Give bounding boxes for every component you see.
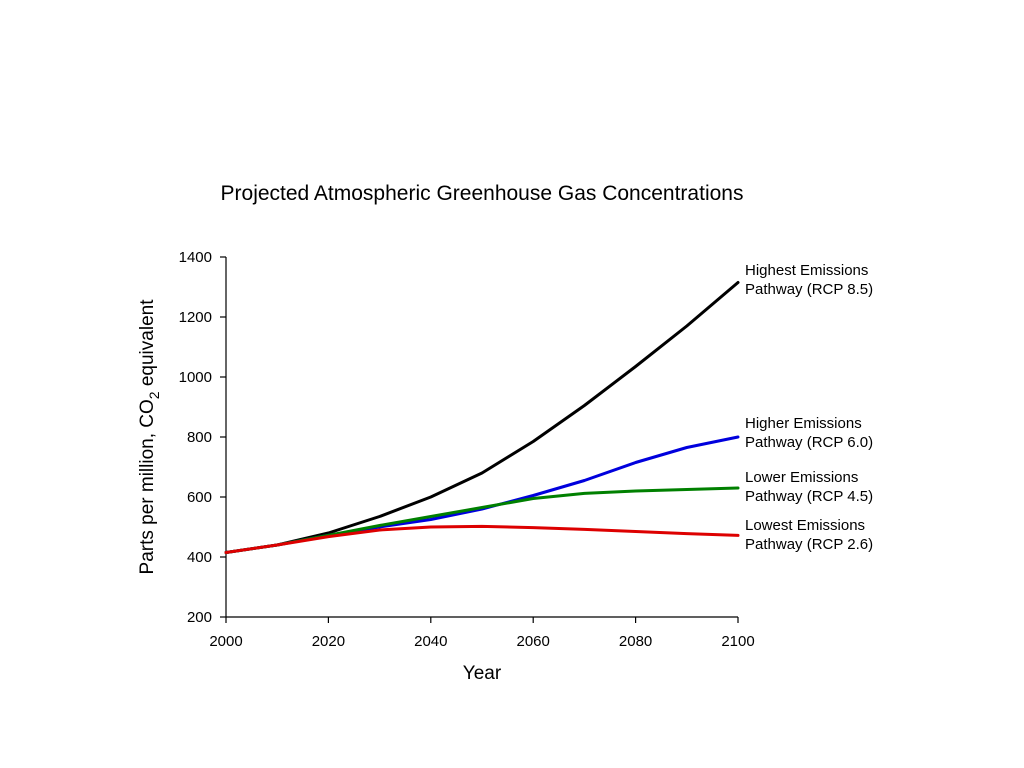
series-line xyxy=(224,435,740,554)
series-label: Highest Emissions xyxy=(745,262,868,279)
x-tick-label: 2100 xyxy=(721,633,754,650)
x-tick-label: 2020 xyxy=(312,633,345,650)
series-label: Higher Emissions xyxy=(745,415,862,432)
x-axis-label: Year xyxy=(463,663,502,684)
series-lines xyxy=(224,281,740,554)
y-tick-label: 1400 xyxy=(179,249,212,266)
series-line xyxy=(224,486,740,554)
x-tick-label: 2040 xyxy=(414,633,447,650)
y-tick-label: 1000 xyxy=(179,369,212,386)
series-label: Pathway (RCP 2.6) xyxy=(745,536,873,553)
series-label: Pathway (RCP 8.5) xyxy=(745,281,873,298)
y-tick-label: 600 xyxy=(187,489,212,506)
y-tick-label: 1200 xyxy=(179,309,212,326)
y-tick-label: 200 xyxy=(187,609,212,626)
series-label: Lower Emissions xyxy=(745,469,858,486)
x-tick-label: 2060 xyxy=(517,633,550,650)
series-labels: Highest Emissions Pathway (RCP 8.5) Higher… xyxy=(745,262,873,553)
chart-axes xyxy=(225,257,738,618)
x-tick-label: 2000 xyxy=(209,633,242,650)
series-line xyxy=(224,524,740,554)
series-label: Lowest Emissions xyxy=(745,517,865,534)
series-line xyxy=(224,281,740,554)
y-axis-label: Parts per million, CO2 equivalent xyxy=(137,299,162,575)
series-label: Pathway (RCP 6.0) xyxy=(745,434,873,451)
x-ticks: 2000 2020 2040 2060 2080 2100 xyxy=(209,617,755,650)
x-tick-label: 2080 xyxy=(619,633,652,650)
series-label: Pathway (RCP 4.5) xyxy=(745,488,873,505)
chart-title: Projected Atmospheric Greenhouse Gas Con… xyxy=(221,182,744,205)
y-tick-label: 800 xyxy=(187,429,212,446)
y-ticks: 200 400 600 800 1000 1200 1400 xyxy=(179,249,226,626)
y-tick-label: 400 xyxy=(187,549,212,566)
